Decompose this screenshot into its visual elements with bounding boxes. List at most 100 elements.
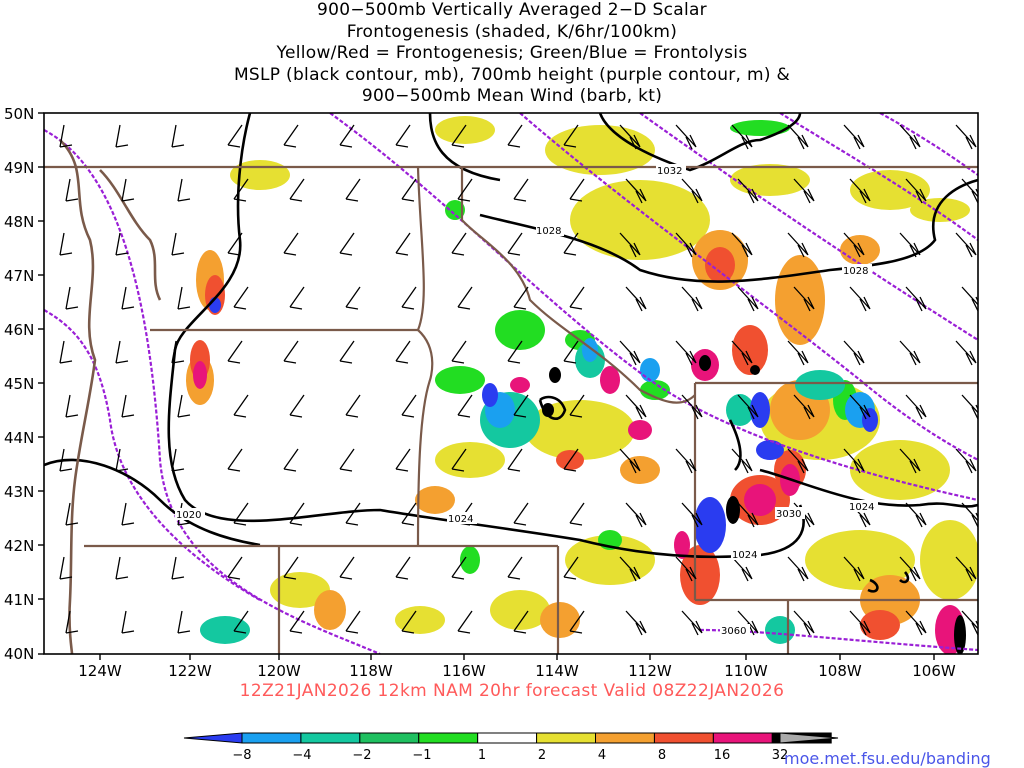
wind-barb xyxy=(451,124,467,148)
legend-cell xyxy=(241,732,302,744)
wind-barb xyxy=(227,124,243,148)
wind-barb xyxy=(569,610,585,634)
wind-barb xyxy=(737,394,759,420)
wind-barb xyxy=(843,340,865,366)
wind-barb xyxy=(339,232,355,256)
lon-label: 114W xyxy=(535,662,579,680)
wind-barb xyxy=(345,502,361,526)
wind-barb xyxy=(59,556,73,580)
wind-barb xyxy=(177,610,191,634)
wind-barb xyxy=(227,340,243,364)
wind-barb xyxy=(177,178,191,202)
lat-label: 48N xyxy=(4,213,34,231)
title-line-2: Frontogenesis (shaded, K/6hr/100km) xyxy=(346,21,678,42)
title-line-1: 900−500mb Vertically Averaged 2−D Scalar xyxy=(317,0,707,20)
wind-barb xyxy=(395,556,411,580)
wind-barb xyxy=(793,610,815,636)
wind-barb xyxy=(619,340,641,366)
wind-barb xyxy=(121,286,135,310)
legend-tick: 16 xyxy=(714,748,731,763)
lat-label: 44N xyxy=(4,429,34,447)
wind-barb xyxy=(787,340,809,366)
wind-barb xyxy=(233,178,249,202)
wind-barb xyxy=(619,556,641,582)
wind-barb xyxy=(843,124,865,150)
wind-barb xyxy=(737,286,759,312)
wind-barb xyxy=(121,394,135,418)
wind-barb xyxy=(961,178,978,204)
wind-barb xyxy=(793,394,815,420)
wind-barb xyxy=(787,448,809,474)
wind-barb xyxy=(233,394,249,418)
longitude-axis: 124W 122W 120W 118W 116W 114W 112W 110W … xyxy=(78,662,956,680)
lon-label: 110W xyxy=(724,662,768,680)
height-contours xyxy=(44,113,978,654)
wind-barb xyxy=(115,448,129,472)
wind-barb xyxy=(401,502,417,526)
legend-cell xyxy=(477,732,538,744)
mslp-label-1024-south: 1024 xyxy=(732,550,757,561)
wind-barb xyxy=(905,610,927,636)
wind-barb xyxy=(65,394,79,418)
wind-barb xyxy=(681,286,703,312)
wind-barb xyxy=(457,286,473,310)
wind-barb xyxy=(401,178,417,202)
wind-barb xyxy=(283,448,299,472)
wind-barb xyxy=(787,556,809,582)
wind-barb xyxy=(401,286,417,310)
height-label-3030: 3030 xyxy=(776,509,801,520)
wind-barb xyxy=(843,556,865,582)
lon-label: 118W xyxy=(349,662,393,680)
wind-barb xyxy=(625,178,647,204)
wind-barb xyxy=(65,610,79,634)
wind-barb xyxy=(115,556,129,580)
wind-barb xyxy=(787,124,809,150)
wind-barb xyxy=(563,232,579,256)
wind-barb xyxy=(171,556,185,580)
wind-barb xyxy=(849,394,871,420)
wind-barb xyxy=(233,286,249,310)
chart-title-block: 900−500mb Vertically Averaged 2−D Scalar… xyxy=(0,0,1024,108)
wind-barb xyxy=(905,394,927,420)
wind-barb xyxy=(955,124,977,150)
height-label-3060: 3060 xyxy=(721,626,746,637)
lat-label: 46N xyxy=(4,321,34,339)
wind-barb xyxy=(507,124,523,148)
wind-barb xyxy=(65,178,79,202)
legend-tick: 8 xyxy=(658,748,666,763)
lon-label: 116W xyxy=(442,662,486,680)
wind-barb xyxy=(569,178,585,202)
wind-barb xyxy=(227,448,243,472)
wind-barb xyxy=(905,286,927,312)
wind-barb xyxy=(115,340,129,364)
wind-barb xyxy=(289,286,305,310)
wind-barb xyxy=(283,124,299,148)
wind-barb xyxy=(955,340,977,366)
legend-cell xyxy=(300,732,361,744)
wind-barb xyxy=(451,556,467,580)
wind-barb xyxy=(339,124,355,148)
wind-barb xyxy=(283,232,299,256)
wind-barb xyxy=(171,232,185,256)
wind-barb xyxy=(899,556,921,582)
wind-barb xyxy=(619,232,641,258)
legend-tick: −8 xyxy=(232,748,251,763)
wind-barb xyxy=(737,178,759,204)
wind-barb xyxy=(619,124,641,150)
wind-barb xyxy=(233,610,249,634)
lat-label: 47N xyxy=(4,267,34,285)
lon-label: 108W xyxy=(818,662,862,680)
wind-barb xyxy=(227,232,243,256)
legend-cell xyxy=(536,732,597,744)
mslp-label-1028: 1028 xyxy=(536,226,561,237)
credit-link[interactable]: moe.met.fsu.edu/banding xyxy=(784,749,991,768)
wind-barb xyxy=(121,610,135,634)
legend-tick: 32 xyxy=(772,748,789,763)
lon-label: 124W xyxy=(78,662,122,680)
wind-barb xyxy=(731,232,753,258)
wind-barb xyxy=(619,448,641,474)
legend-cell xyxy=(653,732,714,744)
lat-label: 49N xyxy=(4,159,34,177)
wind-barb xyxy=(283,556,299,580)
mslp-label-1024-east: 1024 xyxy=(849,502,874,513)
